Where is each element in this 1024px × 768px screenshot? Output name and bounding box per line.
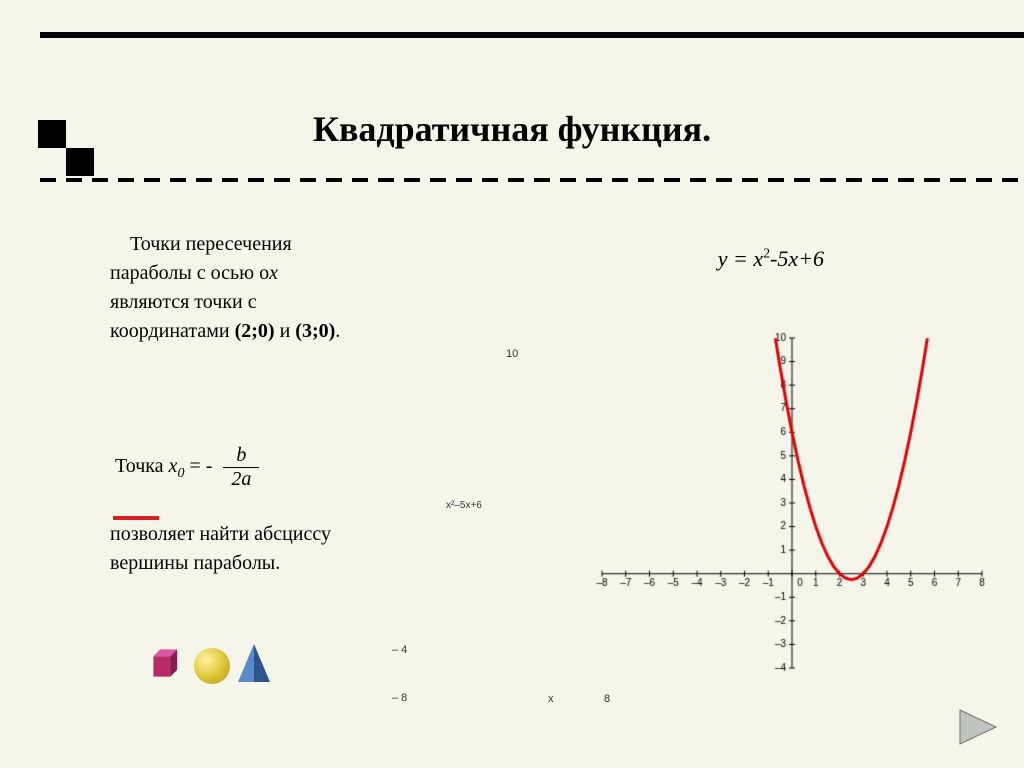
stray-minus8: – 8 xyxy=(392,692,407,704)
vertex-formula: Точка х0 = - b2a xyxy=(110,444,259,491)
sphere-icon xyxy=(194,648,230,684)
next-arrow-button[interactable] xyxy=(954,704,1006,750)
eq-lhs: у = x xyxy=(718,246,763,271)
stray-minus4: – 4 xyxy=(392,644,407,656)
txt: являются точки с xyxy=(110,291,257,313)
equation-label: у = x2-5x+6 xyxy=(718,246,824,272)
txt: . xyxy=(335,320,340,342)
top-rule xyxy=(40,32,1024,38)
stray-x: x xyxy=(548,693,554,705)
stray-eq-small: x²–5x+6 xyxy=(446,500,482,511)
coord-2: (3;0) xyxy=(295,320,335,342)
eq: = - xyxy=(184,455,217,477)
axis-x: х xyxy=(269,262,278,284)
denominator: 2a xyxy=(223,468,259,491)
txt: Точки пересечения xyxy=(130,233,292,255)
eq-rhs: -5x+6 xyxy=(770,246,824,271)
stray-10: 10 xyxy=(506,348,518,360)
parabola-chart xyxy=(572,328,992,698)
numerator: b xyxy=(223,444,259,468)
txt: параболы с осью о xyxy=(110,262,269,284)
txt: координатами xyxy=(110,320,235,342)
coord-1: (2;0) xyxy=(235,320,275,342)
txt: вершины параболы. xyxy=(110,552,280,574)
vertex-description: позволяет найти абсциссу вершины парабол… xyxy=(110,520,331,578)
txt: позволяет найти абсциссу xyxy=(110,523,331,545)
dashed-rule xyxy=(40,178,1024,182)
page-title: Квадратичная функция. xyxy=(0,108,1024,150)
fraction: b2a xyxy=(223,444,259,491)
cube-icon xyxy=(150,646,184,680)
txt: и xyxy=(275,320,296,342)
pyramid-icon xyxy=(236,642,272,686)
eq-sup: 2 xyxy=(763,247,770,262)
txt: Точка xyxy=(115,455,169,477)
intersection-text: Точки пересечения параболы с осью ох явл… xyxy=(110,230,440,346)
